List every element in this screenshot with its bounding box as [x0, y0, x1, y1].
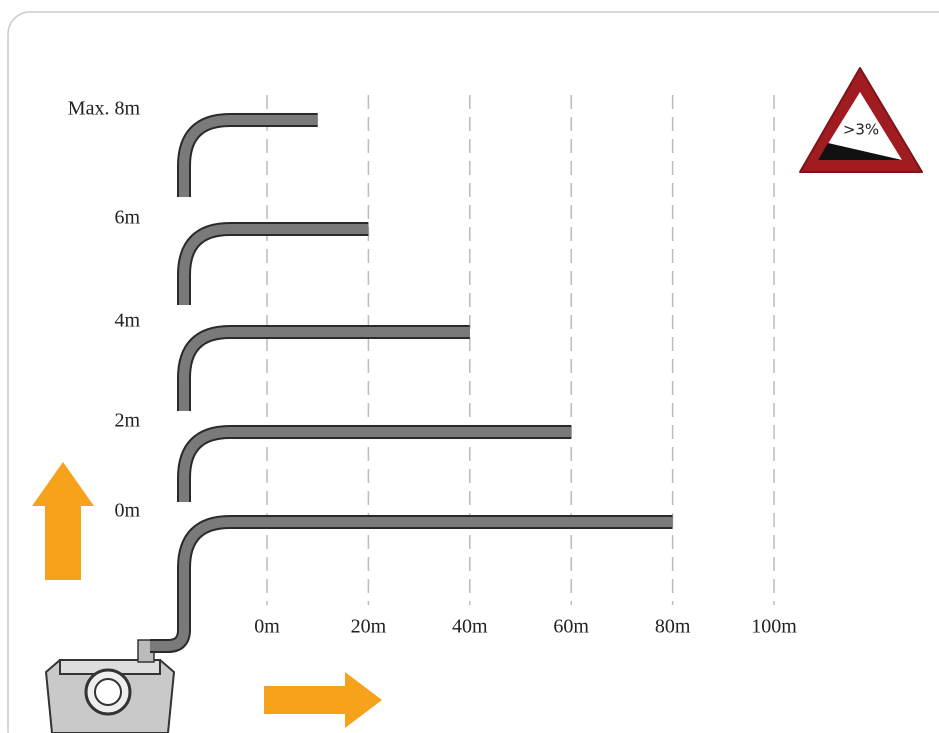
pipe [150, 515, 673, 653]
height-label: 2m [114, 410, 140, 432]
pipe [177, 425, 572, 502]
pipe-outline [177, 222, 369, 305]
pipe-body [179, 224, 369, 305]
pipe-outline [150, 515, 673, 653]
x-tick-label: 60m [553, 616, 589, 638]
x-tick-label: 80m [655, 616, 691, 638]
pump [44, 639, 176, 733]
pipe-outline [177, 113, 318, 197]
pipe-outline [177, 325, 470, 411]
pipe [177, 113, 318, 197]
height-label: Max. 8m [68, 98, 141, 120]
pipe-outline [177, 425, 572, 502]
pipe-body [179, 327, 470, 411]
pipe-body [179, 427, 572, 502]
frame [7, 11, 939, 733]
pipe [177, 222, 369, 305]
pipe-body [179, 115, 318, 197]
sign-label: >3% [843, 121, 879, 139]
up-arrow [32, 462, 94, 580]
height-label: 0m [114, 500, 140, 522]
x-tick-label: 0m [254, 616, 280, 638]
height-label: 6m [114, 207, 140, 229]
right-arrow [264, 672, 382, 728]
x-tick-label: 40m [452, 616, 488, 638]
slope-sign: >3% [799, 67, 923, 173]
height-label: 4m [114, 310, 140, 332]
pipe-body [150, 517, 673, 651]
pipe [177, 325, 470, 411]
x-tick-label: 20m [351, 616, 387, 638]
x-tick-label: 100m [751, 616, 797, 638]
